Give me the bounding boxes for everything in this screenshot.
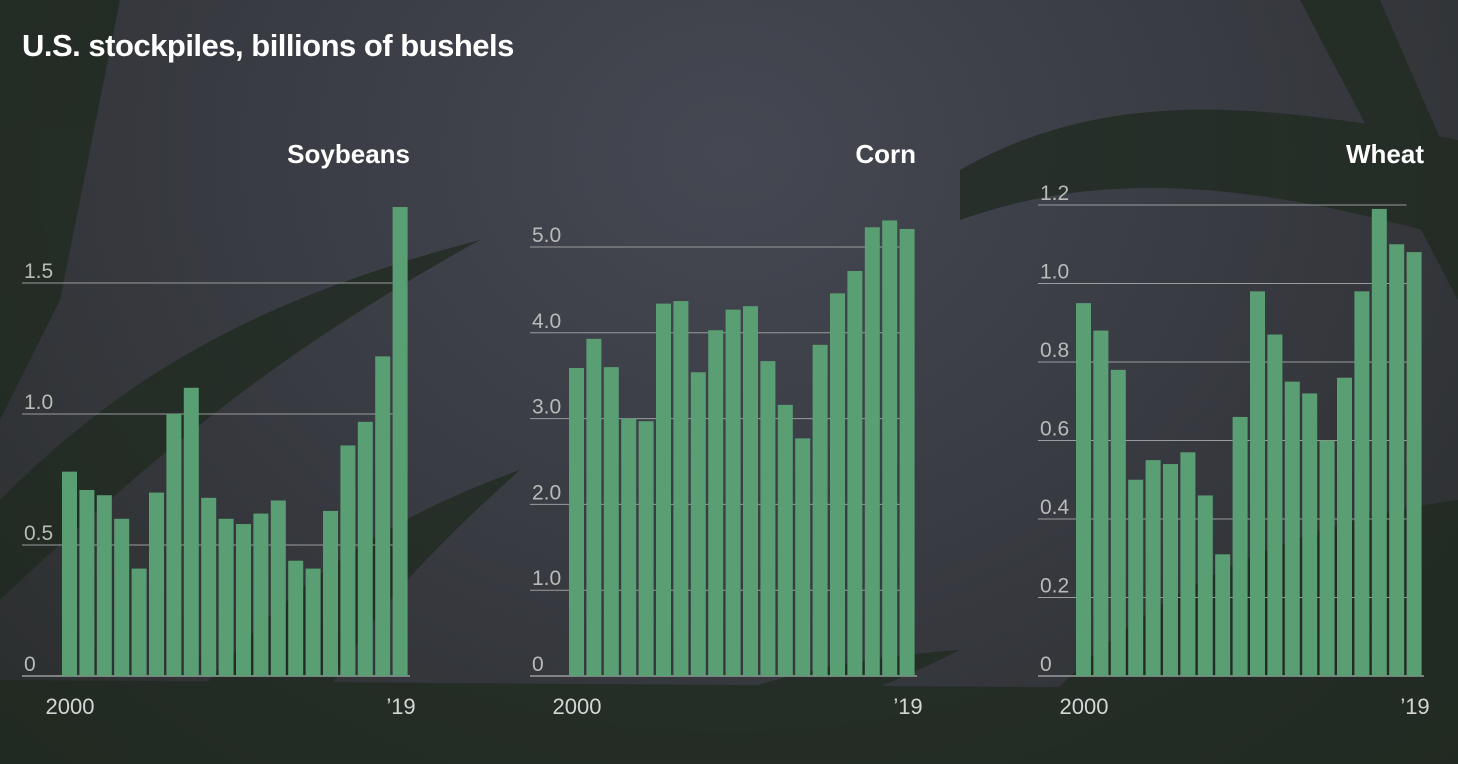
bar-2017	[1371, 208, 1387, 677]
bar-2007	[690, 372, 706, 676]
y-tick-label: 0.5	[24, 522, 53, 545]
bar-2006	[1180, 452, 1196, 676]
panel-soybeans: 0 0.5 1.0 1.5 Soybeans 2000 ’19	[22, 139, 416, 719]
y-tick-label: 5.0	[532, 224, 561, 247]
x-label-end: ’19	[386, 694, 415, 719]
bar-2011	[1267, 334, 1283, 676]
bar-2019	[899, 228, 915, 676]
bar-2009	[218, 518, 234, 676]
bar-2004	[131, 568, 147, 676]
bar-2005	[656, 303, 671, 676]
y-tick-label: 0.2	[1040, 575, 1069, 598]
bar-2002	[603, 367, 619, 676]
bar-2010	[236, 524, 251, 676]
bar-2012	[270, 500, 286, 676]
bar-2003	[114, 518, 130, 676]
bar-2019	[392, 207, 408, 676]
bar-2018	[375, 356, 391, 676]
bar-2018	[882, 220, 898, 677]
bar-2006	[166, 414, 182, 676]
x-label-start: 2000	[553, 694, 602, 719]
y-tick-label: 1.0	[1040, 261, 1069, 284]
bar-2010	[1250, 291, 1265, 676]
bar-2005	[149, 492, 164, 676]
bar-2019	[1406, 252, 1422, 676]
y-tick-label: 0	[24, 653, 36, 676]
bar-2012	[777, 404, 793, 676]
y-tick-label: 0.8	[1040, 339, 1069, 362]
panel-wheat: 0 0.2 0.4 0.6 0.8 1.0 1.2 Wheat 2000 ’19	[1038, 139, 1430, 719]
bar-2007	[183, 387, 199, 676]
bar-2009	[725, 309, 741, 676]
y-tick-label: 1.5	[24, 260, 53, 283]
panel-title-soybeans: Soybeans	[287, 139, 410, 169]
y-tick-label: 0	[1040, 653, 1052, 676]
bar-2000	[569, 367, 584, 676]
x-label-start: 2000	[1060, 694, 1109, 719]
bar-2006	[673, 301, 689, 676]
bar-2016	[847, 271, 863, 676]
bar-2002	[96, 495, 112, 676]
bar-2000	[1076, 303, 1091, 676]
y-tick-label: 2.0	[532, 481, 561, 504]
y-tick-label: 1.2	[1040, 182, 1069, 205]
panel-corn: 0 1.0 2.0 3.0 4.0 5.0 Corn 2000 ’19	[530, 139, 923, 719]
bar-2008	[201, 497, 217, 676]
bar-2013	[1302, 393, 1318, 676]
bar-2003	[621, 418, 637, 676]
bar-2017	[357, 421, 373, 676]
bar-2014	[1319, 440, 1335, 676]
bar-2004	[638, 421, 654, 676]
y-tick-label: 0.6	[1040, 418, 1069, 441]
bar-2003	[1128, 479, 1144, 676]
panel-title-wheat: Wheat	[1346, 139, 1424, 169]
chart-title: U.S. stockpiles, billions of bushels	[22, 28, 514, 63]
y-tick-label: 3.0	[532, 396, 561, 419]
x-label-end: ’19	[1400, 694, 1429, 719]
bar-2015	[1337, 377, 1352, 676]
bar-2000	[62, 471, 77, 676]
bar-2001	[586, 338, 602, 676]
y-tick-label: 0	[532, 653, 544, 676]
bar-2015	[323, 510, 338, 676]
bar-2011	[253, 513, 269, 676]
bar-2002	[1110, 369, 1126, 676]
bar-2010	[743, 306, 758, 676]
bar-2007	[1197, 495, 1213, 676]
panel-title-corn: Corn	[855, 139, 916, 169]
bar-2017	[864, 227, 880, 677]
bar-2009	[1232, 416, 1248, 676]
x-label-end: ’19	[893, 694, 922, 719]
bar-2008	[1215, 554, 1231, 676]
bar-2012	[1284, 381, 1300, 676]
bar-2018	[1389, 244, 1405, 676]
bar-2016	[340, 445, 356, 676]
x-label-start: 2000	[46, 694, 95, 719]
bar-2001	[79, 489, 95, 676]
bar-2011	[760, 361, 776, 676]
bar-2004	[1145, 460, 1161, 676]
bar-2014	[305, 568, 321, 676]
bar-2013	[288, 560, 304, 676]
y-tick-label: 1.0	[532, 567, 561, 590]
bar-2005	[1163, 464, 1178, 676]
bar-2001	[1093, 330, 1109, 676]
y-tick-label: 4.0	[532, 310, 561, 333]
bar-2014	[812, 344, 828, 676]
bar-2008	[708, 330, 724, 676]
bar-2016	[1354, 291, 1370, 676]
bar-2013	[795, 438, 811, 676]
y-tick-label: 0.4	[1040, 496, 1070, 519]
bar-2015	[830, 293, 845, 676]
y-tick-label: 1.0	[24, 391, 53, 414]
